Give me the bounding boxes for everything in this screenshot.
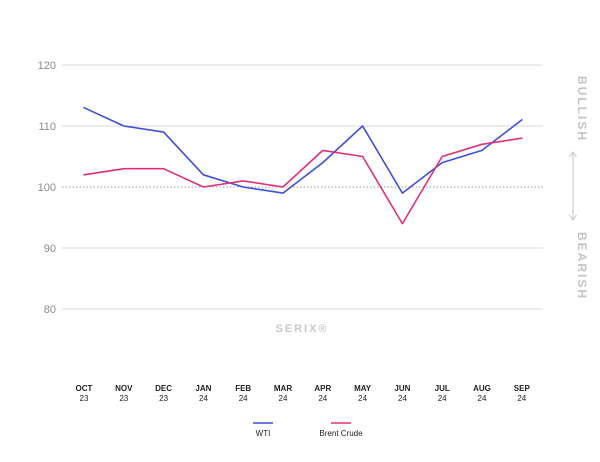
legend-label: Brent Crude [319,429,363,438]
arrow-down-icon [569,214,577,221]
series-line-wti [83,106,523,194]
legend-label: WTI [256,429,271,438]
x-tick-year: 23 [119,394,128,403]
x-tick-month: SEP [514,384,531,393]
x-tick-year: 24 [279,394,288,403]
grid-lines [62,64,543,310]
x-tick-year: 24 [318,394,327,403]
x-tick-year: 24 [199,394,208,403]
y-tick-label: 110 [38,121,56,133]
series-lines [83,106,523,225]
arrow-up-icon [569,151,577,158]
x-tick-year: 23 [80,394,89,403]
y-tick-label: 100 [38,182,56,194]
x-tick-year: 24 [478,394,487,403]
x-tick-month: MAR [274,384,292,393]
x-tick-month: FEB [235,384,251,393]
x-tick-year: 24 [358,394,367,403]
series-line-brent-crude [83,137,523,225]
x-tick-month: OCT [76,384,93,393]
x-axis-ticks: OCT23NOV23DEC23JAN24FEB24MAR24APR24MAY24… [76,384,531,403]
x-tick-month: JAN [195,384,211,393]
x-tick-month: MAY [354,384,372,393]
watermark: SERIX® [275,323,328,335]
y-tick-label: 80 [44,304,56,316]
x-tick-month: JUL [435,384,450,393]
y-tick-label: 120 [38,60,56,72]
legend-item: Brent Crude [319,422,363,438]
legend-item: WTI [253,422,273,438]
y-tick-label: 90 [44,243,56,255]
x-tick-month: NOV [115,384,133,393]
bullish-label: BULLISH [575,76,589,142]
x-tick-month: DEC [155,384,172,393]
x-tick-year: 24 [239,394,248,403]
x-tick-year: 24 [517,394,526,403]
x-tick-month: AUG [473,384,491,393]
sentiment-indicator: BULLISH BEARISH [569,76,589,300]
x-tick-year: 24 [438,394,447,403]
bearish-label: BEARISH [575,232,589,300]
x-tick-month: APR [314,384,331,393]
y-axis-ticks: 80 90 100 110 120 [38,60,56,316]
x-tick-month: JUN [394,384,410,393]
x-tick-year: 24 [398,394,407,403]
legend: WTI Brent Crude [253,422,363,438]
x-tick-year: 23 [159,394,168,403]
